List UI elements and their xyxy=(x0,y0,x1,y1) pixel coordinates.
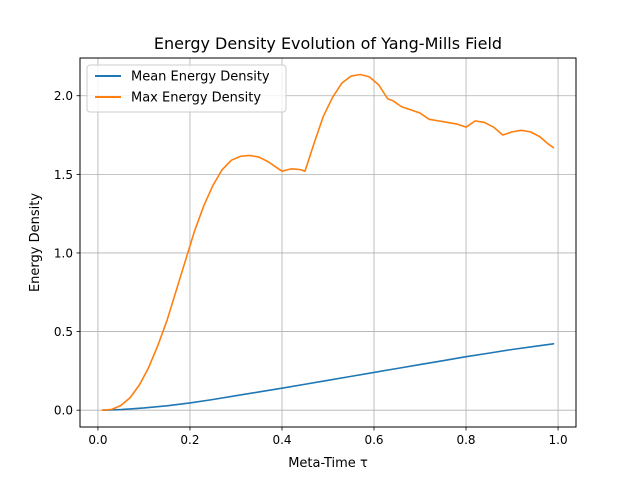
legend: Mean Energy Density Max Energy Density xyxy=(86,64,287,113)
x-tick-label: 0.0 xyxy=(88,433,107,447)
x-tick-label: 0.4 xyxy=(272,433,291,447)
y-axis-label: Energy Density xyxy=(28,193,43,292)
series-line-max-energy-density xyxy=(101,73,555,411)
y-tick-label: 1.0 xyxy=(54,246,73,260)
x-tick-label: 0.6 xyxy=(364,433,383,447)
chart-title: Energy Density Evolution of Yang-Mills F… xyxy=(154,34,502,53)
axis-ticks: 0.0 0.2 0.4 0.6 0.8 1.0 0.0 0.5 1.0 1.5 2.0 xyxy=(54,89,568,447)
y-tick-label: 1.5 xyxy=(54,168,73,182)
y-tick-label: 0.0 xyxy=(54,404,73,418)
plot-lines xyxy=(101,73,555,411)
legend-label-max: Max Energy Density xyxy=(131,91,261,106)
y-tick-label: 2.0 xyxy=(54,89,73,103)
x-axis-label: Meta-Time τ xyxy=(288,456,368,471)
legend-label-mean: Mean Energy Density xyxy=(131,70,270,85)
x-tick-label: 0.2 xyxy=(180,433,199,447)
series-line-mean-energy-density xyxy=(101,343,555,411)
plot-frame xyxy=(79,57,577,428)
x-tick-label: 0.8 xyxy=(456,433,475,447)
x-tick-label: 1.0 xyxy=(549,433,568,447)
legend-box xyxy=(86,64,287,113)
y-tick-label: 0.5 xyxy=(54,325,73,339)
